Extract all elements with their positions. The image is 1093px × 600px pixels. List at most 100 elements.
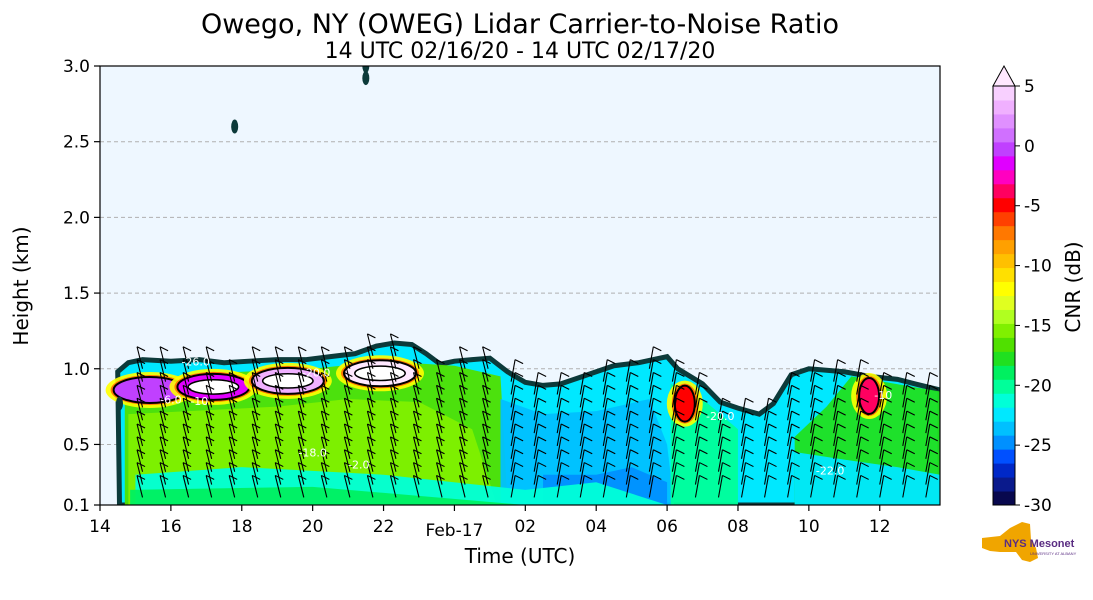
contour-label: -22.0 bbox=[816, 465, 844, 478]
wind-barb bbox=[182, 436, 190, 459]
wind-barb-flag bbox=[630, 410, 639, 416]
wind-barb bbox=[879, 385, 885, 408]
wind-barb bbox=[159, 436, 167, 459]
wind-barb bbox=[833, 436, 839, 459]
contour-labels: -26.0 -6.0 -10 -18.0 -2.0 -20.0 -22.0 -20.0 -10 bbox=[160, 356, 892, 478]
wind-barb bbox=[879, 372, 885, 395]
wind-barb-flag bbox=[814, 410, 823, 416]
wind-barb bbox=[787, 423, 793, 447]
wind-barb bbox=[533, 462, 539, 485]
wind-barb bbox=[274, 346, 282, 369]
x-tick-label: Feb-17 bbox=[425, 521, 483, 541]
wind-barb bbox=[648, 372, 654, 395]
wind-barb bbox=[320, 410, 328, 434]
wind-barb bbox=[320, 449, 328, 472]
wind-barb-flag bbox=[883, 449, 892, 455]
wind-barb bbox=[625, 410, 631, 434]
colorbar-segment bbox=[993, 351, 1015, 366]
wind-barb bbox=[389, 410, 397, 434]
colorbar-segment bbox=[993, 393, 1015, 408]
colorbar-tick-label: -30 bbox=[1024, 496, 1052, 516]
wind-barb-flag bbox=[837, 410, 846, 416]
wind-barb bbox=[579, 410, 585, 434]
wind-barb bbox=[902, 372, 908, 395]
wind-barb bbox=[717, 436, 723, 459]
colorbar-segment bbox=[993, 449, 1015, 464]
wind-barb-flag bbox=[768, 423, 777, 429]
wind-barb bbox=[389, 436, 397, 459]
wind-barb bbox=[320, 423, 328, 447]
wind-barb-flag bbox=[537, 423, 547, 429]
wind-barb-flag bbox=[837, 474, 846, 480]
colorbar-segment bbox=[993, 421, 1015, 436]
wind-barb bbox=[482, 398, 489, 421]
wind-barb bbox=[556, 462, 562, 485]
wind-barb bbox=[602, 449, 608, 472]
wind-barb-flag bbox=[583, 462, 593, 468]
wind-barb-flag bbox=[676, 449, 685, 455]
wind-barb-flag bbox=[583, 449, 593, 455]
wind-barb bbox=[136, 410, 144, 434]
chart-subtitle: 14 UTC 02/16/20 - 14 UTC 02/17/20 bbox=[325, 39, 716, 64]
wind-barb-flag bbox=[653, 397, 662, 403]
wind-barb bbox=[833, 398, 839, 421]
wind-barb bbox=[671, 372, 677, 395]
wind-barb bbox=[435, 423, 443, 447]
wind-barb bbox=[320, 462, 328, 485]
wind-barb bbox=[205, 423, 213, 447]
wind-barb bbox=[182, 385, 190, 408]
wind-barb-flag bbox=[745, 449, 754, 455]
wind-barb bbox=[925, 398, 931, 421]
wind-barb-flag bbox=[837, 449, 846, 455]
x-tick-label: 02 bbox=[514, 517, 536, 537]
wind-barbs bbox=[136, 333, 939, 498]
wind-barb bbox=[879, 462, 885, 485]
wind-barb bbox=[182, 359, 190, 382]
contour-label: -10 bbox=[190, 395, 208, 408]
wind-barb bbox=[412, 475, 420, 498]
wind-barb-flag bbox=[537, 372, 547, 377]
wind-barb bbox=[459, 398, 466, 421]
wind-barb-flag bbox=[791, 474, 800, 480]
wind-barb bbox=[925, 423, 931, 447]
wind-barb bbox=[412, 423, 420, 447]
wind-barb bbox=[717, 449, 723, 472]
wind-barb bbox=[366, 410, 374, 434]
colorbar-segment bbox=[993, 86, 1015, 101]
wind-barb-flag bbox=[860, 436, 869, 442]
wind-barb bbox=[625, 398, 631, 421]
wind-barb-flag bbox=[583, 384, 593, 390]
wind-barb bbox=[159, 410, 167, 434]
wind-barb bbox=[412, 372, 420, 395]
wind-barb-flag bbox=[791, 384, 800, 390]
wind-barb bbox=[251, 462, 259, 485]
colorbar-segment bbox=[993, 113, 1015, 129]
wind-barb bbox=[159, 346, 167, 369]
wind-barb bbox=[533, 398, 539, 421]
wind-barb bbox=[320, 436, 328, 459]
wind-barb-flag bbox=[583, 474, 593, 480]
x-tick-label: 06 bbox=[656, 517, 678, 537]
wind-barb bbox=[671, 410, 677, 434]
colorbar-segment bbox=[993, 281, 1015, 296]
x-tick-label: 10 bbox=[798, 517, 820, 537]
wind-barb-flag bbox=[699, 397, 708, 403]
wind-barb bbox=[136, 372, 144, 395]
wind-barb bbox=[159, 449, 167, 472]
cnr-band-near-ground bbox=[130, 486, 526, 505]
wind-barb bbox=[251, 449, 259, 472]
wind-barb-flag bbox=[607, 397, 616, 403]
colorbar-segment bbox=[993, 225, 1015, 241]
wind-barb bbox=[579, 385, 585, 408]
wind-barb bbox=[274, 359, 282, 382]
wind-barb bbox=[625, 359, 631, 382]
wind-barb-flag bbox=[630, 462, 639, 468]
wind-barb bbox=[159, 359, 167, 382]
colorbar-segment bbox=[993, 253, 1015, 269]
wind-barb bbox=[902, 475, 908, 498]
wind-barb bbox=[205, 398, 213, 421]
isolated-return bbox=[115, 396, 123, 411]
wind-barb-flag bbox=[814, 462, 823, 468]
wind-barb-flag bbox=[860, 372, 869, 377]
wind-barb-flag bbox=[814, 449, 823, 455]
